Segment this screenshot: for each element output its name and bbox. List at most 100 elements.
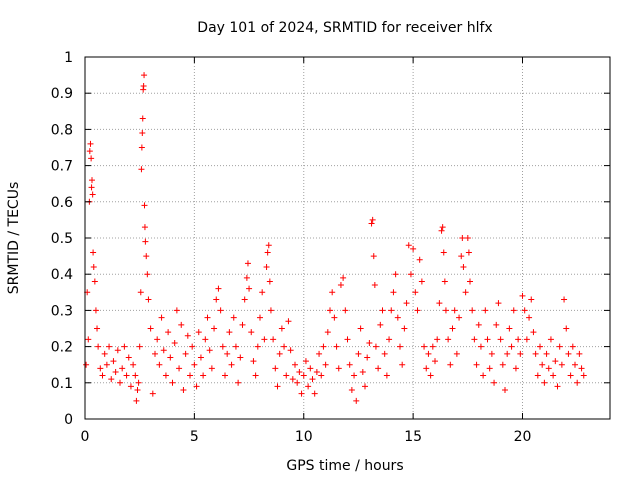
data-point xyxy=(272,365,279,372)
data-point xyxy=(371,282,378,289)
data-point xyxy=(508,343,515,350)
data-point xyxy=(232,343,239,350)
data-point xyxy=(169,379,176,386)
data-point xyxy=(427,372,434,379)
y-tick-label: 0.8 xyxy=(51,122,73,138)
data-point xyxy=(530,329,537,336)
data-point xyxy=(495,300,502,307)
data-point xyxy=(421,343,428,350)
data-point xyxy=(392,271,399,278)
data-point xyxy=(305,383,312,390)
data-point xyxy=(464,235,471,241)
x-axis-label: GPS time / hours xyxy=(286,458,403,474)
data-point xyxy=(137,289,144,296)
data-point xyxy=(119,365,126,372)
data-point xyxy=(278,325,285,332)
data-point xyxy=(329,289,336,296)
data-point xyxy=(451,307,458,314)
data-point xyxy=(173,307,180,314)
data-point xyxy=(484,336,491,343)
data-point xyxy=(141,202,148,209)
data-point xyxy=(213,296,220,303)
data-point xyxy=(311,390,318,397)
data-point xyxy=(475,321,482,328)
data-point xyxy=(558,361,565,368)
data-points xyxy=(83,72,587,404)
data-point xyxy=(547,336,554,343)
data-point xyxy=(127,383,134,390)
data-point xyxy=(418,278,425,285)
data-point xyxy=(193,383,200,390)
data-point xyxy=(274,383,281,390)
y-tick-label: 0.3 xyxy=(51,303,73,319)
data-point xyxy=(180,387,187,394)
data-point xyxy=(103,361,110,368)
data-point xyxy=(456,314,463,321)
data-point xyxy=(313,368,320,375)
data-point xyxy=(298,390,305,397)
data-point xyxy=(178,321,185,328)
data-point xyxy=(101,350,108,357)
data-point xyxy=(534,372,541,379)
data-point xyxy=(134,387,141,394)
data-point xyxy=(130,361,137,368)
data-point xyxy=(318,372,325,379)
data-point xyxy=(346,361,353,368)
data-point xyxy=(563,325,570,332)
data-point xyxy=(92,307,99,314)
data-point xyxy=(372,343,379,350)
data-point xyxy=(512,365,519,372)
data-point xyxy=(423,365,430,372)
data-point xyxy=(556,343,563,350)
data-point xyxy=(142,238,149,245)
data-point xyxy=(412,289,419,296)
data-point xyxy=(482,307,489,314)
data-point xyxy=(351,372,358,379)
grid-lines xyxy=(85,57,610,419)
y-tick-label: 0 xyxy=(64,412,73,428)
data-point xyxy=(139,115,146,122)
data-point xyxy=(165,329,172,336)
data-point xyxy=(407,271,414,278)
data-point xyxy=(222,372,228,379)
data-point xyxy=(252,372,259,379)
data-point xyxy=(397,343,403,350)
data-point xyxy=(528,296,535,303)
data-point xyxy=(226,329,233,336)
data-point xyxy=(401,325,408,332)
data-point xyxy=(375,365,382,372)
data-point xyxy=(91,278,98,285)
data-point xyxy=(473,361,480,368)
data-point xyxy=(369,216,376,223)
data-point xyxy=(259,289,266,296)
data-point xyxy=(261,336,268,343)
data-point xyxy=(208,365,215,372)
data-point xyxy=(386,336,393,343)
data-point xyxy=(447,361,454,368)
y-tick-label: 0.1 xyxy=(51,376,73,392)
data-point xyxy=(144,271,151,278)
data-point xyxy=(416,256,423,263)
data-point xyxy=(477,343,484,350)
data-point xyxy=(117,379,123,386)
data-point xyxy=(263,263,270,270)
data-point xyxy=(403,300,410,307)
data-point xyxy=(89,177,95,184)
data-point xyxy=(215,285,222,292)
data-point xyxy=(359,368,366,375)
data-point xyxy=(504,350,511,357)
data-point xyxy=(362,383,368,390)
data-point xyxy=(497,336,504,343)
data-point xyxy=(257,314,263,321)
data-point xyxy=(154,336,161,343)
data-point xyxy=(182,350,189,357)
data-point xyxy=(569,343,576,350)
x-tick-label: 15 xyxy=(404,429,422,445)
data-point xyxy=(552,358,559,365)
data-point xyxy=(94,325,101,332)
data-point xyxy=(486,365,493,372)
data-point xyxy=(211,325,218,332)
data-point xyxy=(270,336,277,343)
data-point xyxy=(342,307,349,314)
